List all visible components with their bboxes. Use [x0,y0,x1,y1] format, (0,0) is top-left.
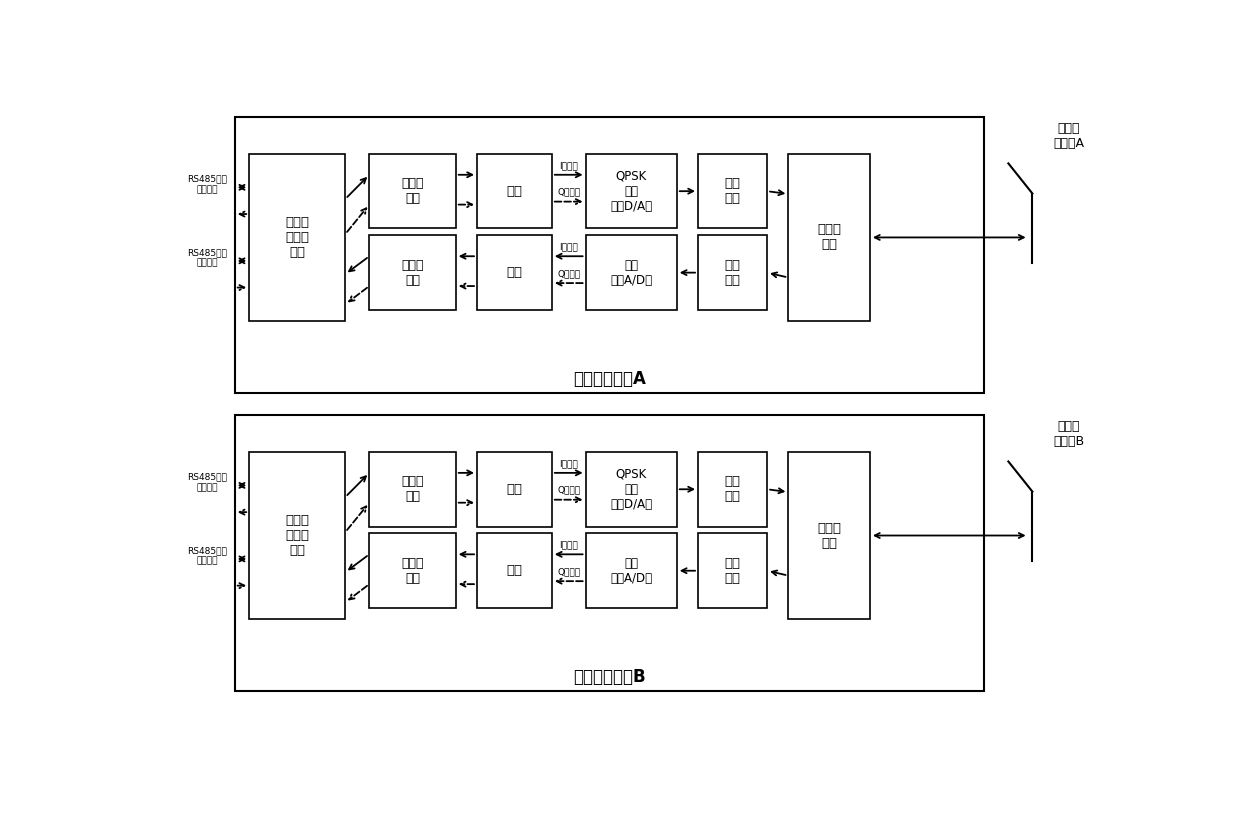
Bar [477,452,552,526]
Text: 无线传输躾备B: 无线传输躾备B [573,668,646,686]
Bar [698,534,768,608]
Text: 汉明码
编码: 汉明码 编码 [402,177,424,205]
Bar [234,117,985,393]
Text: 组帧: 组帧 [506,482,522,496]
Text: 收发双
工器: 收发双 工器 [817,223,841,252]
Bar [370,452,456,526]
Bar [477,534,552,608]
Text: 收发双
工器: 收发双 工器 [817,522,841,549]
Text: I路数据: I路数据 [559,540,578,549]
Text: 接口数
据处理
模块: 接口数 据处理 模块 [285,216,309,259]
Text: 组帧: 组帧 [506,185,522,198]
Bar [370,236,456,310]
Text: 无线传
输天线A: 无线传 输天线A [1054,121,1085,150]
Text: 解帧: 解帧 [506,564,522,577]
Text: 无线传输设备A: 无线传输设备A [573,370,646,388]
Text: 汉明码
编码: 汉明码 编码 [402,475,424,504]
Bar [789,452,870,619]
Text: Q路数据: Q路数据 [557,187,580,196]
Text: 接口数
据处理
模块: 接口数 据处理 模块 [285,514,309,557]
Text: Q路数据: Q路数据 [557,269,580,278]
Bar [698,236,768,310]
Text: 发射
通道: 发射 通道 [724,177,740,205]
Bar [789,154,870,321]
Text: 解帧: 解帧 [506,267,522,279]
Text: I路数据: I路数据 [559,161,578,170]
Bar [585,236,677,310]
Bar [477,236,552,310]
Text: 发射
通道: 发射 通道 [724,475,740,504]
Text: RS485遥感
数据总线: RS485遥感 数据总线 [187,248,227,267]
Bar [249,452,345,619]
Text: 接收
通道: 接收 通道 [724,258,740,287]
Bar [585,534,677,608]
Text: 解调
（含A/D）: 解调 （含A/D） [610,557,652,584]
Text: Q路数据: Q路数据 [557,486,580,495]
Bar [585,452,677,526]
Bar [249,154,345,321]
Bar [370,154,456,228]
Bar [585,154,677,228]
Text: QPSK
调制
（含D/A）: QPSK 调制 （含D/A） [610,170,652,213]
Text: RS485遥感
数据总线: RS485遥感 数据总线 [187,546,227,566]
Text: RS485遥控
遥测总线: RS485遥控 遥测总线 [187,174,227,194]
Bar [698,452,768,526]
Text: 汉明码
译码: 汉明码 译码 [402,557,424,584]
Bar [370,534,456,608]
Text: 无线传
输天线B: 无线传 输天线B [1054,420,1085,447]
Text: QPSK
调制
（含D/A）: QPSK 调制 （含D/A） [610,468,652,511]
Text: I路数据: I路数据 [559,242,578,251]
Text: 接收
通道: 接收 通道 [724,557,740,584]
Text: 解调
（含A/D）: 解调 （含A/D） [610,258,652,287]
Text: I路数据: I路数据 [559,459,578,468]
Bar [698,154,768,228]
Text: RS485遥控
遥测总线: RS485遥控 遥测总线 [187,473,227,492]
Text: Q路数据: Q路数据 [557,567,580,576]
Bar [234,415,985,691]
Text: 汉明码
译码: 汉明码 译码 [402,258,424,287]
Bar [477,154,552,228]
